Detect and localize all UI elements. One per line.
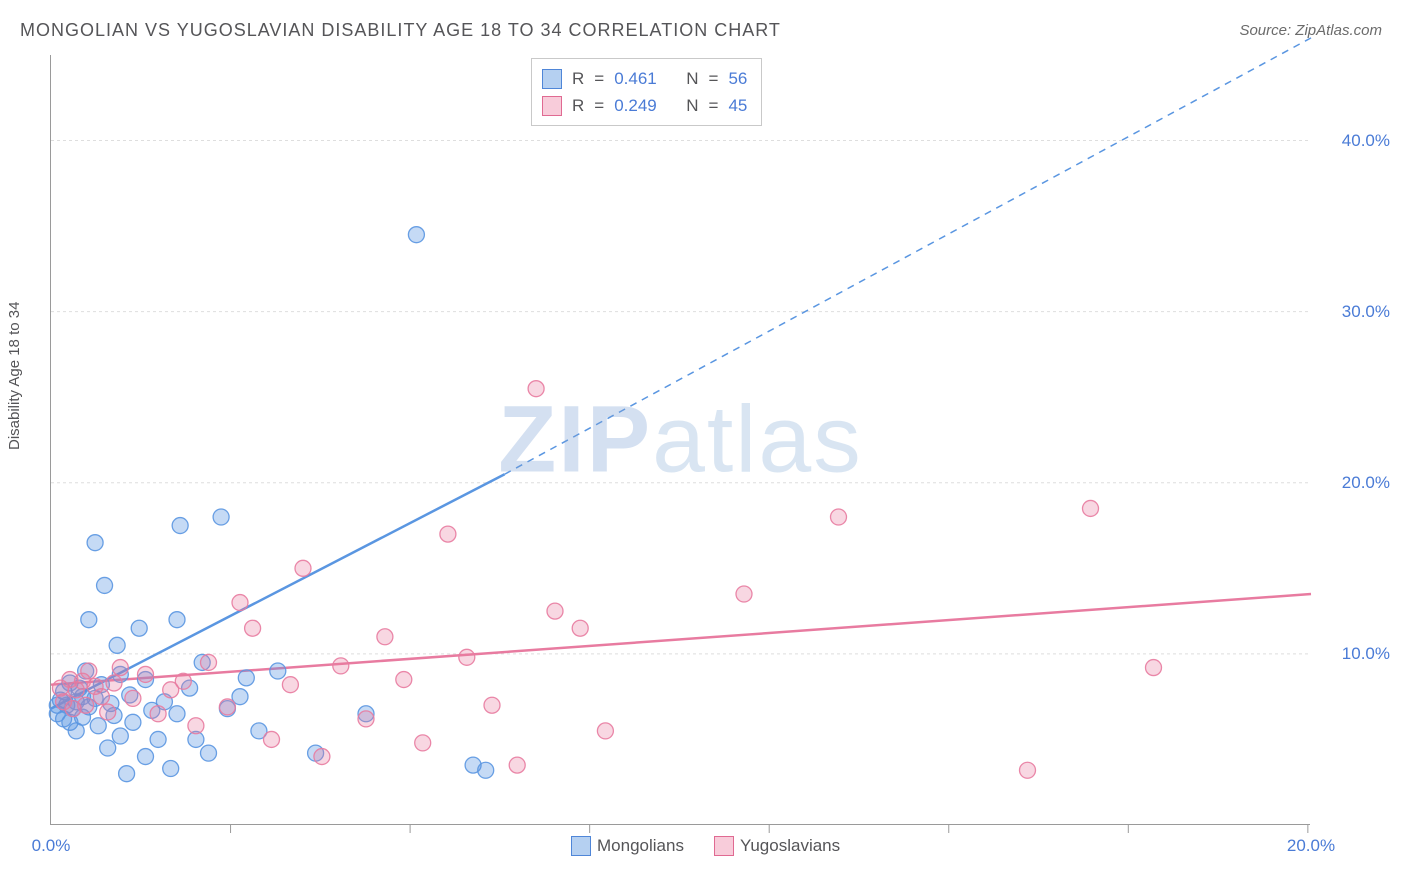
- swatch-icon: [571, 836, 591, 856]
- chart-svg: [51, 55, 1311, 825]
- stats-n-value: 56: [728, 65, 747, 92]
- stats-n-label: N: [686, 65, 698, 92]
- stats-row-yugoslavians: R = 0.249 N = 45: [542, 92, 747, 119]
- swatch-icon: [714, 836, 734, 856]
- y-tick-label: 20.0%: [1342, 473, 1390, 493]
- eq-label: =: [594, 92, 604, 119]
- source-label: Source: ZipAtlas.com: [1239, 22, 1382, 39]
- swatch-icon: [542, 69, 562, 89]
- stats-n-value: 45: [728, 92, 747, 119]
- stats-box: R = 0.461 N = 56 R = 0.249 N = 45: [531, 58, 762, 126]
- eq-label: =: [709, 65, 719, 92]
- chart-title: MONGOLIAN VS YUGOSLAVIAN DISABILITY AGE …: [20, 20, 781, 41]
- stats-n-label: N: [686, 92, 698, 119]
- eq-label: =: [594, 65, 604, 92]
- legend-label: Mongolians: [597, 836, 684, 856]
- legend: Mongolians Yugoslavians: [571, 836, 840, 856]
- stats-r-value: 0.461: [614, 65, 657, 92]
- stats-r-value: 0.249: [614, 92, 657, 119]
- swatch-icon: [542, 96, 562, 116]
- stats-r-label: R: [572, 65, 584, 92]
- legend-label: Yugoslavians: [740, 836, 840, 856]
- legend-item-yugoslavians: Yugoslavians: [714, 836, 840, 856]
- legend-item-mongolians: Mongolians: [571, 836, 684, 856]
- stats-r-label: R: [572, 92, 584, 119]
- y-axis-label: Disability Age 18 to 34: [6, 302, 23, 450]
- eq-label: =: [709, 92, 719, 119]
- y-tick-label: 40.0%: [1342, 131, 1390, 151]
- plot-area: ZIPatlas R = 0.461 N = 56 R = 0.249 N = …: [50, 55, 1310, 825]
- x-tick-label: 20.0%: [1287, 836, 1335, 856]
- y-tick-label: 30.0%: [1342, 302, 1390, 322]
- y-tick-label: 10.0%: [1342, 644, 1390, 664]
- x-tick-label: 0.0%: [32, 836, 71, 856]
- stats-row-mongolians: R = 0.461 N = 56: [542, 65, 747, 92]
